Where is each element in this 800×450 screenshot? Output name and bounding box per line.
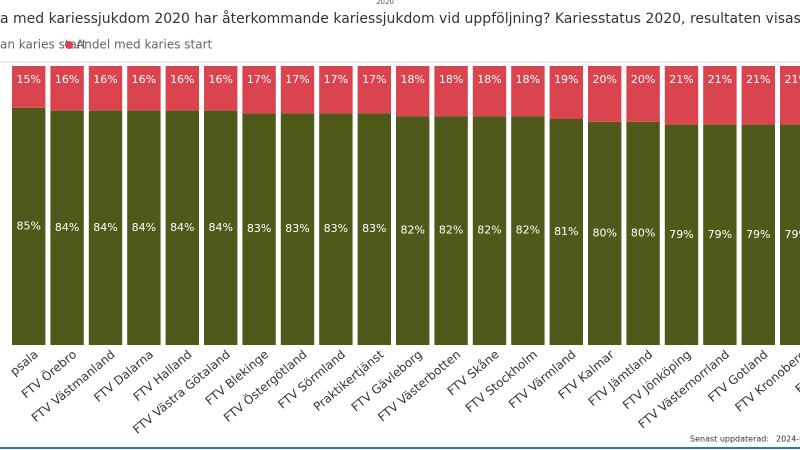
value-label: 18% bbox=[516, 73, 540, 86]
value-label: 16% bbox=[208, 73, 232, 86]
bar-segment bbox=[12, 66, 46, 108]
value-label: 83% bbox=[247, 222, 271, 235]
bar-segment bbox=[434, 116, 468, 345]
bar-segment bbox=[703, 124, 737, 345]
bar-segment bbox=[434, 66, 468, 117]
value-label: 79% bbox=[708, 228, 732, 241]
value-label: 16% bbox=[170, 73, 194, 86]
value-label: 82% bbox=[400, 224, 424, 237]
value-label: 85% bbox=[16, 219, 40, 232]
bar-segment bbox=[626, 121, 660, 345]
bar-segment bbox=[204, 66, 238, 111]
bar-segment bbox=[165, 110, 199, 345]
bar-segment bbox=[242, 113, 276, 346]
bar-segment bbox=[664, 66, 699, 125]
value-label: 79% bbox=[669, 228, 693, 241]
value-label: 16% bbox=[132, 73, 156, 86]
value-label: 82% bbox=[516, 224, 540, 237]
value-label: 21% bbox=[746, 73, 770, 86]
value-label: 21% bbox=[708, 73, 732, 86]
bar-segment bbox=[511, 116, 545, 345]
top-note: 2020 bbox=[376, 0, 394, 6]
value-label: 84% bbox=[132, 221, 156, 234]
value-label: 20% bbox=[631, 73, 655, 86]
bar-segment bbox=[549, 119, 583, 345]
footer-label: Senast uppdaterad: bbox=[690, 435, 769, 444]
value-label: 83% bbox=[285, 222, 309, 235]
value-label: 16% bbox=[93, 73, 117, 86]
value-label: 81% bbox=[554, 225, 578, 238]
value-label: 83% bbox=[324, 222, 348, 235]
value-label: 20% bbox=[592, 73, 616, 86]
value-label: 84% bbox=[55, 221, 79, 234]
legend-label: Andel med karies start bbox=[76, 38, 213, 52]
bar-segment bbox=[396, 116, 430, 345]
value-label: 79% bbox=[746, 228, 770, 241]
bar-segment bbox=[280, 66, 315, 114]
value-label: 21% bbox=[669, 73, 693, 86]
bar-segment bbox=[741, 66, 775, 125]
bar-segment bbox=[319, 66, 353, 114]
value-label: 84% bbox=[208, 221, 232, 234]
legend-label: an karies start bbox=[0, 38, 87, 52]
value-label: 17% bbox=[362, 73, 386, 86]
x-tick-label: FTV Värmland bbox=[506, 347, 579, 411]
bar-segment bbox=[472, 66, 507, 117]
bar-segment bbox=[396, 66, 430, 117]
bar-segment bbox=[549, 66, 583, 120]
bar-segment bbox=[703, 66, 737, 125]
value-label: 16% bbox=[55, 73, 79, 86]
bar-segment bbox=[127, 66, 161, 111]
value-label: 18% bbox=[439, 73, 463, 86]
value-label: 82% bbox=[439, 224, 463, 237]
legend-swatch bbox=[65, 41, 73, 49]
footer-date: 2024-0 bbox=[776, 435, 800, 444]
bar-segment bbox=[319, 113, 353, 346]
value-label: 84% bbox=[93, 221, 117, 234]
value-label: 17% bbox=[324, 73, 348, 86]
value-label: 21% bbox=[784, 73, 800, 86]
bar-segment bbox=[357, 113, 391, 346]
bar-segment bbox=[588, 66, 622, 122]
value-label: 18% bbox=[400, 73, 424, 86]
bar-segment bbox=[12, 107, 46, 345]
bar-segment bbox=[88, 110, 123, 345]
value-label: 80% bbox=[592, 226, 616, 239]
value-label: 79% bbox=[784, 228, 800, 241]
bar-segment bbox=[280, 113, 315, 346]
bar-segment bbox=[204, 110, 238, 345]
value-label: 84% bbox=[170, 221, 194, 234]
x-tick-label: psala bbox=[7, 347, 40, 378]
value-label: 18% bbox=[477, 73, 501, 86]
bar-segment bbox=[780, 66, 800, 125]
bar-segment bbox=[50, 110, 84, 345]
bar-segment bbox=[741, 124, 775, 345]
value-label: 82% bbox=[477, 224, 501, 237]
value-label: 17% bbox=[285, 73, 309, 86]
bar-segment bbox=[780, 124, 800, 345]
chart-title: a med kariessjukdom 2020 har återkommand… bbox=[0, 10, 800, 27]
bar-segment bbox=[50, 66, 84, 111]
bar-segment bbox=[165, 66, 199, 111]
value-label: 19% bbox=[554, 73, 578, 86]
bar-segment bbox=[242, 66, 276, 114]
bar-segment bbox=[357, 66, 391, 114]
bar-segment bbox=[511, 66, 545, 117]
value-label: 83% bbox=[362, 222, 386, 235]
bar-segment bbox=[472, 116, 507, 345]
bar-segment bbox=[588, 121, 622, 345]
bar-segment bbox=[88, 66, 123, 111]
bar-segment bbox=[664, 124, 699, 345]
bar-segment bbox=[127, 110, 161, 345]
value-label: 17% bbox=[247, 73, 271, 86]
bar-segment bbox=[626, 66, 660, 122]
value-label: 15% bbox=[16, 73, 40, 86]
value-label: 80% bbox=[631, 226, 655, 239]
